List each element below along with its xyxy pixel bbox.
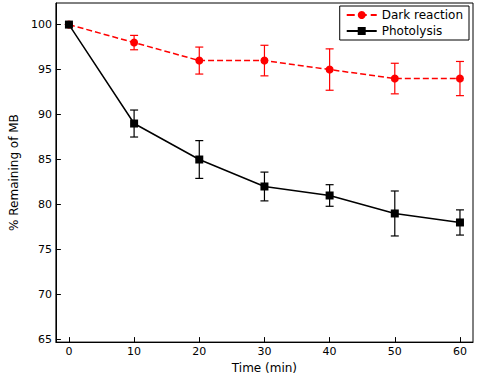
svg-text:100: 100 xyxy=(31,18,52,31)
svg-text:40: 40 xyxy=(323,345,337,358)
svg-text:75: 75 xyxy=(38,243,52,256)
svg-text:20: 20 xyxy=(192,345,206,358)
svg-text:30: 30 xyxy=(257,345,271,358)
svg-text:85: 85 xyxy=(38,153,52,166)
svg-text:60: 60 xyxy=(453,345,467,358)
svg-text:95: 95 xyxy=(38,63,52,76)
svg-text:Time (min): Time (min) xyxy=(231,361,297,375)
svg-text:70: 70 xyxy=(38,288,52,301)
svg-text:65: 65 xyxy=(38,333,52,346)
svg-text:10: 10 xyxy=(127,345,141,358)
svg-text:90: 90 xyxy=(38,108,52,121)
svg-text:% Remaining of MB: % Remaining of MB xyxy=(7,114,21,231)
svg-text:50: 50 xyxy=(388,345,402,358)
svg-text:0: 0 xyxy=(65,345,72,358)
svg-text:Photolysis: Photolysis xyxy=(382,24,443,38)
svg-text:Dark reaction: Dark reaction xyxy=(382,8,463,22)
svg-text:80: 80 xyxy=(38,198,52,211)
